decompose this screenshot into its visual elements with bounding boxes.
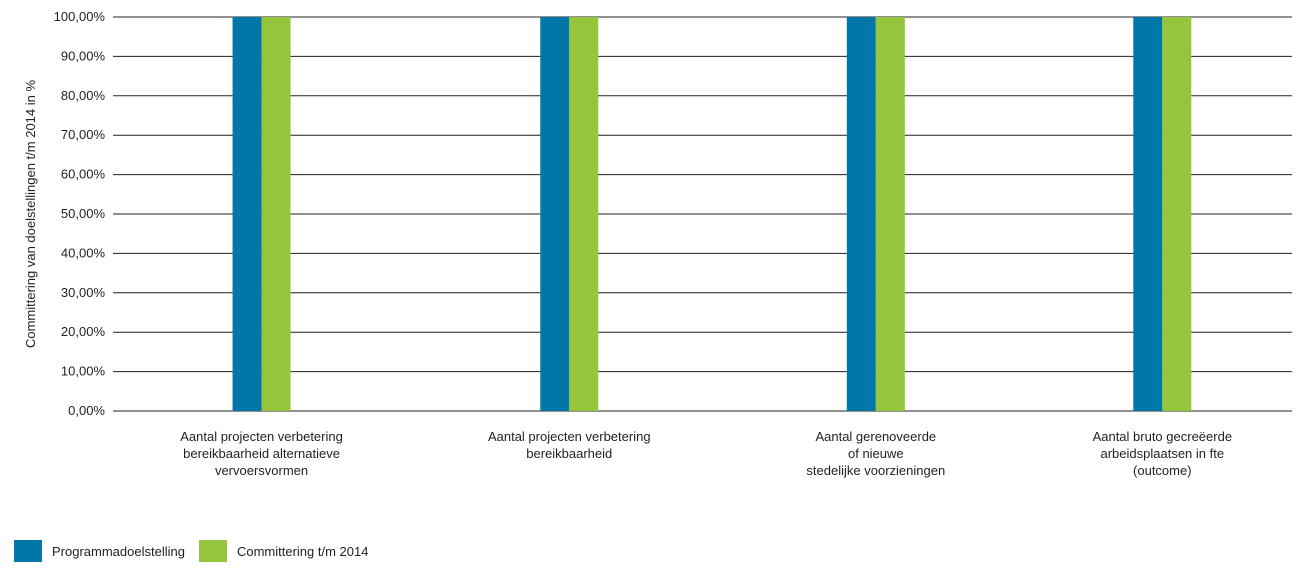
y-tick-label: 10,00% bbox=[61, 364, 106, 379]
x-category-label-line: Aantal projecten verbetering bbox=[488, 429, 651, 444]
x-category-label: Aantal gerenoveerde of nieuwe stedelijke v… bbox=[806, 429, 945, 478]
bar-programmadoelstelling bbox=[232, 17, 262, 411]
x-category-label-line: bereikbaarheid alternatieve bbox=[183, 446, 340, 461]
x-category-label-line: stedelijke voorzieningen bbox=[806, 463, 945, 478]
x-category-label-line: Aantal projecten verbetering bbox=[180, 429, 343, 444]
y-axis-title: Committering van doelstellingen t/m 2014… bbox=[23, 80, 38, 349]
y-tick-label: 100,00% bbox=[54, 9, 106, 24]
bar-programmadoelstelling bbox=[540, 17, 570, 411]
bar-programmadoelstelling bbox=[1133, 17, 1163, 411]
y-tick-label: 80,00% bbox=[61, 88, 106, 103]
legend: Programmadoelstelling Committering t/m 2… bbox=[14, 540, 382, 562]
bar-programmadoelstelling bbox=[846, 17, 876, 411]
x-category-label-line: of nieuwe bbox=[848, 446, 904, 461]
y-tick-label: 0,00% bbox=[68, 403, 105, 418]
x-category-label-line: Aantal bruto gecreëerde bbox=[1093, 429, 1232, 444]
y-tick-label: 30,00% bbox=[61, 285, 106, 300]
legend-item-programmadoelstelling: Programmadoelstelling bbox=[14, 540, 185, 562]
legend-label-programmadoelstelling: Programmadoelstelling bbox=[52, 543, 185, 559]
x-category-label: Aantal projecten verbetering bereikbaarhe… bbox=[180, 429, 343, 478]
legend-item-committering: Committering t/m 2014 bbox=[198, 540, 369, 562]
y-tick-label: 90,00% bbox=[61, 48, 106, 63]
x-category-label-line: (outcome) bbox=[1133, 463, 1192, 478]
y-tick-label: 70,00% bbox=[61, 127, 106, 142]
x-category-label-line: arbeidsplaatsen in fte bbox=[1101, 446, 1225, 461]
x-category-label: Aantal bruto gecreëerde arbeidsplaatsen i… bbox=[1093, 429, 1232, 478]
x-category-label-line: Aantal gerenoveerde bbox=[815, 429, 936, 444]
bar-committering bbox=[1162, 17, 1192, 411]
y-tick-label: 50,00% bbox=[61, 206, 106, 221]
bar-committering bbox=[875, 17, 905, 411]
bar-committering bbox=[569, 17, 599, 411]
x-category-label-line: bereikbaarheid bbox=[526, 446, 612, 461]
legend-swatch-programmadoelstelling bbox=[14, 540, 42, 562]
x-category-label: Aantal projecten verbetering bereikbaarhe… bbox=[488, 429, 651, 461]
legend-swatch-committering bbox=[198, 540, 227, 562]
x-category-label-line: vervoersvormen bbox=[215, 463, 308, 478]
y-tick-label: 60,00% bbox=[61, 167, 106, 182]
y-tick-label: 40,00% bbox=[61, 245, 106, 260]
legend-label-committering: Committering t/m 2014 bbox=[236, 543, 369, 559]
y-tick-label: 20,00% bbox=[61, 324, 106, 339]
bar-committering bbox=[261, 17, 291, 411]
